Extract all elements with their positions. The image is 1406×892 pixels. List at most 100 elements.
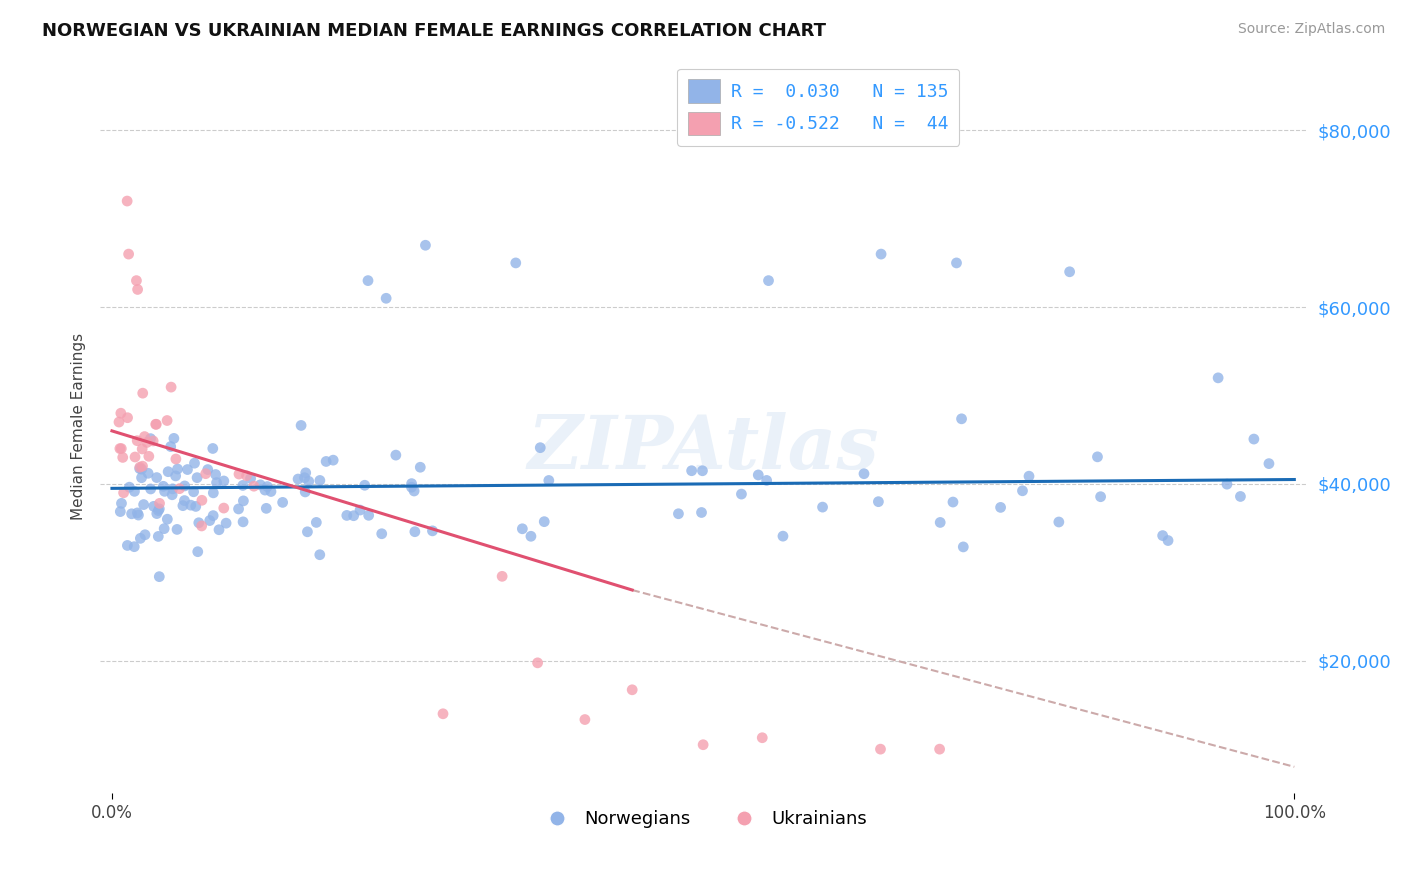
Point xyxy=(190,519,212,533)
Point xyxy=(491,569,513,583)
Point xyxy=(772,529,794,543)
Point xyxy=(132,498,155,512)
Point xyxy=(692,464,714,478)
Point xyxy=(128,461,150,475)
Point xyxy=(205,475,228,490)
Point xyxy=(512,522,534,536)
Point xyxy=(254,501,277,516)
Point xyxy=(142,500,165,514)
Point xyxy=(294,484,316,499)
Point xyxy=(232,494,254,508)
Point xyxy=(202,486,225,500)
Point xyxy=(208,523,231,537)
Point xyxy=(108,442,131,456)
Point xyxy=(1059,265,1081,279)
Point xyxy=(121,507,143,521)
Point xyxy=(228,467,250,481)
Point xyxy=(117,538,139,552)
Point xyxy=(336,508,359,523)
Point xyxy=(142,434,165,448)
Point xyxy=(187,516,209,530)
Point xyxy=(124,450,146,464)
Point xyxy=(1216,477,1239,491)
Point xyxy=(271,495,294,509)
Point xyxy=(869,742,891,756)
Point xyxy=(520,529,543,543)
Point xyxy=(148,529,170,543)
Point xyxy=(115,194,138,208)
Point xyxy=(945,256,967,270)
Point xyxy=(156,413,179,427)
Point xyxy=(1243,432,1265,446)
Point xyxy=(357,274,380,288)
Point xyxy=(928,742,950,756)
Point xyxy=(942,495,965,509)
Y-axis label: Median Female Earnings: Median Female Earnings xyxy=(72,333,86,520)
Point xyxy=(1229,490,1251,504)
Point xyxy=(110,406,132,420)
Point xyxy=(232,515,254,529)
Point xyxy=(153,522,176,536)
Point xyxy=(138,450,160,464)
Point xyxy=(129,532,152,546)
Point xyxy=(811,500,834,515)
Point xyxy=(134,527,156,541)
Point xyxy=(950,412,973,426)
Point xyxy=(136,435,159,450)
Point xyxy=(110,505,132,519)
Point xyxy=(145,417,167,432)
Point xyxy=(322,453,344,467)
Point xyxy=(681,464,703,478)
Point xyxy=(432,706,454,721)
Point xyxy=(574,713,596,727)
Point xyxy=(409,460,432,475)
Point xyxy=(235,468,257,483)
Point xyxy=(1047,515,1070,529)
Point xyxy=(758,274,780,288)
Point xyxy=(294,466,316,480)
Point xyxy=(139,432,162,446)
Point xyxy=(747,467,769,482)
Point xyxy=(159,440,181,454)
Point xyxy=(415,238,437,252)
Point xyxy=(110,442,132,456)
Point xyxy=(529,441,551,455)
Point xyxy=(287,472,309,486)
Point xyxy=(125,274,148,288)
Point xyxy=(153,484,176,499)
Point xyxy=(176,462,198,476)
Point xyxy=(290,418,312,433)
Point xyxy=(198,514,221,528)
Point xyxy=(254,483,277,497)
Point xyxy=(148,569,170,583)
Point xyxy=(134,429,156,443)
Point xyxy=(375,291,398,305)
Point xyxy=(145,417,167,432)
Point xyxy=(173,479,195,493)
Point xyxy=(127,434,149,448)
Point xyxy=(308,548,330,562)
Point xyxy=(166,523,188,537)
Point xyxy=(343,508,366,523)
Point xyxy=(404,483,426,498)
Point xyxy=(148,503,170,517)
Point xyxy=(118,480,141,494)
Point xyxy=(166,462,188,476)
Point xyxy=(180,498,202,512)
Point xyxy=(404,524,426,539)
Point xyxy=(260,484,283,499)
Text: NORWEGIAN VS UKRAINIAN MEDIAN FEMALE EARNINGS CORRELATION CHART: NORWEGIAN VS UKRAINIAN MEDIAN FEMALE EAR… xyxy=(42,22,827,40)
Point xyxy=(131,471,153,485)
Point xyxy=(297,524,319,539)
Point xyxy=(165,452,187,467)
Point xyxy=(929,516,952,530)
Point xyxy=(232,478,254,492)
Point xyxy=(162,482,184,496)
Point xyxy=(212,501,235,516)
Point xyxy=(249,478,271,492)
Point xyxy=(370,526,392,541)
Point xyxy=(145,470,167,484)
Point xyxy=(194,467,217,481)
Point xyxy=(309,474,332,488)
Point xyxy=(111,450,134,465)
